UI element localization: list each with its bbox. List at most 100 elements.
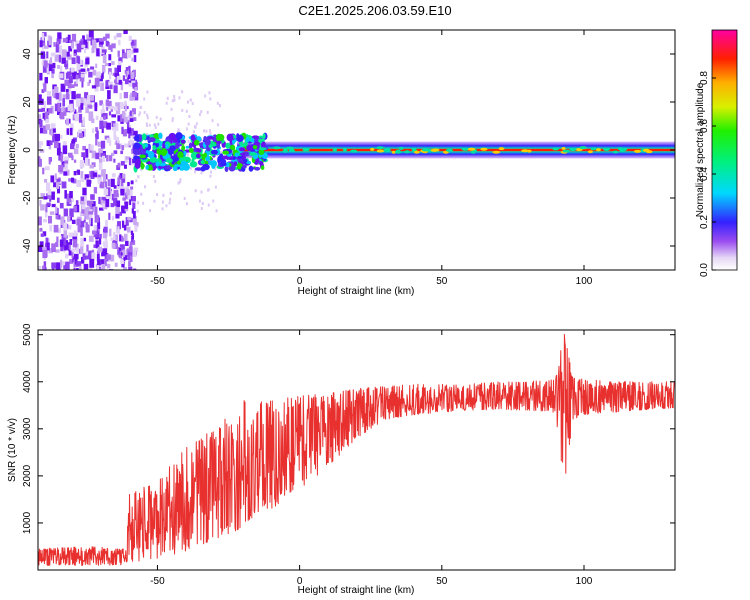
spectrogram-cell [69, 191, 73, 199]
spectrogram-cell [116, 75, 121, 83]
spectrogram-cell [56, 147, 61, 156]
snr-y-tick-label: 5000 [22, 323, 33, 346]
spectrogram-cell [125, 240, 129, 247]
spectrogram-cell [107, 90, 111, 100]
spectrogram-cell [88, 215, 92, 224]
spectrogram-cell [117, 184, 121, 190]
spectrogram-cell [238, 147, 246, 152]
snr-y-tick-label: 4000 [22, 370, 33, 393]
spectrogram-cell [612, 150, 619, 154]
spectrogram-cell [73, 170, 77, 176]
snr-axes: -50 0 50 100 1000 2000 3000 4000 5000 [22, 323, 675, 587]
spectrogram-cell [60, 216, 65, 226]
spectrogram-cell [111, 43, 116, 49]
spectrogram-cell [47, 238, 50, 247]
spectrogram-cell [66, 128, 70, 135]
spectrogram-cell [129, 110, 132, 116]
spectrogram-cell [51, 89, 55, 97]
spectrogram-cell [95, 152, 100, 160]
spectrogram-cell [80, 68, 86, 72]
spectrogram-cell [61, 56, 66, 64]
spectrogram-cell [45, 204, 48, 213]
spectrogram-cell [129, 217, 133, 223]
spectrogram-cell [77, 56, 81, 65]
spectrogram-cell [45, 64, 49, 73]
spectrogram-cell [207, 188, 210, 192]
spectrogram-cell [111, 61, 115, 65]
spectrogram-cell [110, 237, 114, 241]
spectrogram-cell [603, 147, 610, 151]
spectrogram-cell [143, 110, 146, 114]
spectrogram-cell [83, 219, 86, 223]
spectrogram-cell [177, 151, 184, 159]
spectrogram-cell [215, 209, 218, 213]
spectrogram-cell [145, 122, 148, 126]
spectrogram-cell [65, 72, 71, 79]
spectrogram-cell [105, 85, 110, 90]
spectrogram-cell [72, 239, 78, 248]
spectrogram-cell [117, 162, 121, 168]
spectrogram-cell [81, 131, 85, 137]
spectrogram-cell [65, 118, 70, 126]
spectrogram-cell [195, 122, 198, 126]
spectrogram-cell [146, 116, 149, 120]
spectrogram-cell [91, 128, 95, 134]
spectrogram-cell [67, 216, 71, 222]
spectrogram-content [38, 30, 675, 270]
spectrogram-cell [61, 261, 66, 266]
spectrogram-cell [80, 170, 84, 180]
spectrogram-cell [48, 60, 52, 68]
spectrogram-cell [69, 39, 73, 44]
spectrogram-cell [216, 123, 219, 127]
spectrogram-cell [251, 135, 260, 139]
spectrogram-cell [122, 75, 126, 81]
spectrogram-cell [54, 54, 60, 62]
spectrogram-cell [123, 116, 128, 123]
spectrogram-cell [63, 163, 68, 170]
spectrogram-cell [66, 88, 70, 92]
spectrogram-cell [67, 152, 73, 158]
spectrogram-y-tick-label: -40 [22, 238, 33, 253]
spectrogram-cell [123, 30, 128, 35]
spectrogram-cell [152, 145, 157, 151]
spectrogram-cell [95, 133, 98, 139]
spectrogram-y-tick-label: 20 [22, 96, 33, 108]
spectrogram-cell [117, 50, 120, 57]
spectrogram-cell [208, 129, 211, 133]
spectrogram-cell [59, 239, 64, 247]
spectrogram-cell [102, 150, 106, 155]
spectrogram-cell [88, 200, 94, 205]
spectrogram-cell [87, 95, 92, 104]
spectrogram-cell [101, 259, 105, 265]
spectrogram-cell [66, 91, 70, 100]
spectrogram-cell [191, 158, 195, 163]
spectrogram-cell [124, 202, 128, 209]
spectrogram-cell [200, 160, 205, 165]
spectrogram-cell [42, 42, 46, 47]
spectrogram-cell [102, 103, 105, 113]
spectrogram-cell [552, 147, 560, 151]
spectrogram-cell [131, 208, 134, 214]
spectrogram-cell [51, 191, 55, 200]
spectrogram-cell [103, 115, 106, 121]
spectrogram-cell [99, 75, 103, 82]
spectrogram-cell [110, 46, 113, 52]
spectrogram-cell [139, 111, 142, 115]
spectrogram-cell [119, 173, 123, 180]
spectrogram-cell [212, 199, 215, 203]
spectrogram-cell [111, 215, 115, 221]
spectrogram-cell [206, 110, 209, 114]
spectrogram-cell [65, 65, 68, 70]
spectrogram-cell [58, 165, 64, 173]
spectrogram-cell [47, 64, 53, 72]
spectrogram-cell [144, 185, 147, 189]
spectrogram-cell [114, 69, 119, 77]
spectrogram-cell [40, 193, 46, 198]
spectrogram-cell [40, 204, 45, 211]
spectrogram-cell [106, 107, 109, 111]
spectrogram-cell [66, 71, 72, 76]
spectrogram-cell [62, 141, 67, 146]
spectrogram-cell [84, 92, 89, 101]
spectrogram-cell [44, 212, 48, 218]
spectrogram-cell [96, 265, 100, 270]
